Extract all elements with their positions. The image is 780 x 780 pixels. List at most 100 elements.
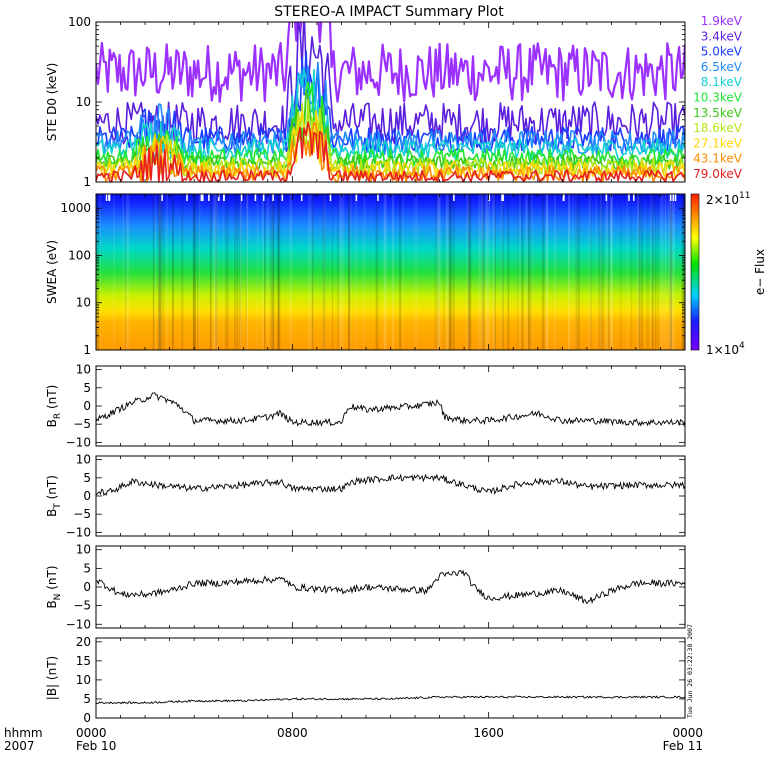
- spectrogram-texture: [605, 194, 609, 350]
- legend-entry-18.6keV: 18.6keV: [693, 121, 743, 135]
- spectrogram-texture: [597, 194, 600, 350]
- spectrogram-texture: [487, 194, 490, 350]
- spectrogram-texture: [482, 194, 484, 350]
- spectrogram-texture: [152, 194, 155, 350]
- spectrogram-texture: [485, 194, 488, 350]
- y-tick-label: 20: [76, 635, 91, 649]
- spectrogram-texture: [342, 194, 345, 350]
- spectrogram-texture: [392, 194, 394, 350]
- spectrogram-texture: [122, 194, 124, 350]
- spectrogram-texture: [128, 194, 130, 350]
- y-axis-label: BT (nT): [45, 475, 63, 517]
- spectrogram-texture: [209, 194, 212, 350]
- legend-entry-10.3keV: 10.3keV: [693, 91, 743, 105]
- spectrogram-texture: [99, 194, 102, 350]
- legend-entry-5.0keV: 5.0keV: [701, 45, 743, 59]
- spectrogram-texture: [154, 194, 157, 350]
- swea-panel: 1 10 100 1000 SWEA (eV): [45, 193, 686, 357]
- spectrogram-texture: [571, 194, 575, 350]
- spectrogram-texture: [662, 194, 665, 350]
- spectrogram-texture: [436, 194, 440, 350]
- data-gap-marker: [453, 194, 455, 201]
- spectrogram-texture: [507, 194, 510, 350]
- panel-frame: [95, 455, 686, 537]
- spectrogram-texture: [349, 194, 353, 350]
- spectrogram-texture: [638, 194, 641, 350]
- time-tick-date: Feb 10: [76, 739, 116, 753]
- spectrogram-texture: [681, 194, 685, 350]
- data-gap-marker: [208, 194, 210, 201]
- spectrogram-texture: [158, 194, 161, 350]
- spectrogram-texture: [448, 194, 451, 350]
- spectrogram-texture: [517, 194, 519, 350]
- y-axis-label: SWEA (eV): [45, 240, 59, 304]
- data-gap-marker: [161, 194, 163, 201]
- spectrogram-texture: [600, 194, 602, 350]
- colorbar-title: e− Flux: [753, 249, 767, 295]
- y-tick-label: −5: [73, 417, 91, 431]
- spectrogram-texture: [481, 194, 485, 350]
- spectrogram-texture: [672, 194, 676, 350]
- y-tick-label: −10: [66, 525, 91, 539]
- spectrogram-texture: [575, 194, 577, 350]
- legend-entry-6.5keV: 6.5keV: [701, 60, 743, 74]
- series-line-8.1keV: [96, 67, 685, 161]
- spectrogram-texture: [545, 194, 548, 350]
- spectrogram-texture: [261, 194, 265, 350]
- spectrogram-texture: [525, 194, 528, 350]
- spectrogram-texture: [434, 194, 437, 350]
- spectrogram-texture: [246, 194, 249, 350]
- data-gap-marker: [105, 194, 108, 201]
- y-tick-label: 5: [83, 381, 91, 395]
- y-tick-label: 10: [76, 543, 91, 557]
- spectrogram-texture: [277, 194, 280, 350]
- y-tick-label: 1: [83, 343, 91, 357]
- spectrogram-texture: [494, 194, 496, 350]
- y-tick-label: 10: [76, 453, 91, 467]
- data-gap-marker: [202, 194, 204, 201]
- spectrogram-texture: [339, 194, 342, 350]
- data-gap-marker: [605, 194, 608, 201]
- y-tick-label: 100: [68, 248, 91, 262]
- spectrogram-texture: [165, 194, 168, 350]
- spectrogram-texture: [161, 194, 165, 350]
- spectrogram-texture: [521, 194, 523, 350]
- spectrogram-texture: [322, 194, 326, 350]
- swea-spectrogram: [96, 194, 685, 350]
- spectrogram-texture: [500, 194, 504, 350]
- data-gap-marker: [223, 194, 225, 201]
- y-tick-label: 10: [76, 673, 91, 687]
- spectrogram-texture: [256, 194, 259, 350]
- colorbar-gradient: [690, 193, 700, 351]
- ste-plot-area: [96, 22, 685, 182]
- y-tick-label: 10: [76, 363, 91, 377]
- y-tick-label: 100: [68, 15, 91, 29]
- data-gap-marker: [355, 194, 358, 201]
- spectrogram-texture: [227, 194, 229, 350]
- br-panel: −10 −5 0 5 10 BR (nT): [45, 363, 686, 449]
- y-tick-label: 15: [76, 654, 91, 668]
- spectrogram-texture: [96, 194, 100, 350]
- spectrogram-texture: [443, 194, 445, 350]
- spectrogram-texture: [323, 194, 326, 350]
- spectrogram-texture: [595, 194, 598, 350]
- spectrogram-texture: [682, 194, 685, 350]
- spectrogram-texture: [588, 194, 591, 350]
- spectrogram-texture: [659, 194, 663, 350]
- spectrogram-texture: [669, 194, 673, 350]
- spectrogram-texture: [192, 194, 196, 350]
- legend-entry-8.1keV: 8.1keV: [701, 75, 743, 89]
- spectrogram-texture: [311, 194, 313, 350]
- spectrogram-texture: [126, 194, 128, 350]
- data-gap-marker: [218, 194, 220, 201]
- spectrogram-texture: [468, 194, 470, 350]
- spectrogram-texture: [348, 194, 351, 350]
- legend-entry-79.0keV: 79.0keV: [693, 167, 743, 181]
- spectrogram-texture: [664, 194, 667, 350]
- spectrogram-texture: [637, 194, 639, 350]
- spectrogram-texture: [331, 194, 334, 350]
- y-tick-label: 1000: [60, 201, 91, 215]
- spectrogram-texture: [527, 194, 531, 350]
- time-axis-row1-label: hhmm: [4, 726, 43, 740]
- y-axis-label: STE D0 (keV): [45, 63, 59, 142]
